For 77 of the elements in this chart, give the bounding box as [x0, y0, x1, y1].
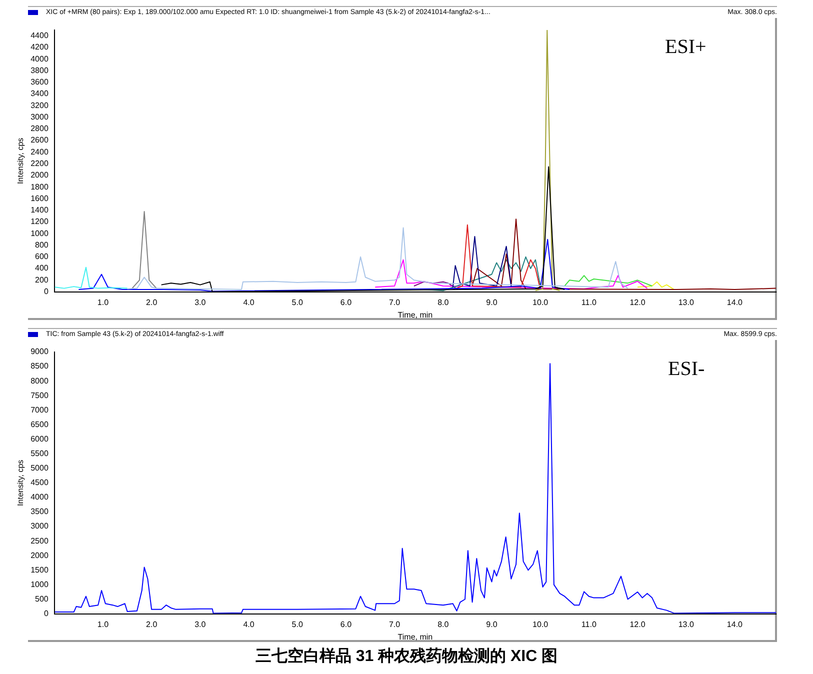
x-tick-label: 4.0 — [243, 298, 255, 307]
y-tick-label: 1500 — [30, 565, 49, 574]
y-tick-label: 2400 — [30, 147, 49, 156]
y-tick-label: 2600 — [30, 136, 49, 145]
annotation: ESI+ — [665, 36, 706, 59]
x-tick-label: 7.0 — [388, 298, 401, 307]
y-tick-label: 4400 — [30, 31, 49, 40]
y-tick-label: 1200 — [30, 217, 49, 226]
y-tick-label: 7500 — [30, 390, 49, 400]
x-tick-label: 12.0 — [630, 620, 646, 629]
y-tick-label: 3500 — [30, 507, 49, 516]
y-tick-label: 9000 — [30, 347, 49, 356]
y-tick-label: 0 — [44, 609, 49, 618]
y-tick-label: 3400 — [30, 89, 49, 98]
y-tick-label: 600 — [35, 252, 49, 262]
y-tick-label: 3600 — [30, 78, 49, 87]
y-tick-label: 4000 — [30, 492, 49, 502]
x-tick-label: 13.0 — [678, 298, 694, 307]
y-tick-label: 4500 — [30, 478, 49, 488]
x-tick-label: 8.0 — [438, 298, 450, 307]
y-tick-label: 2800 — [30, 124, 49, 134]
y-tick-label: 2500 — [30, 536, 49, 546]
y-tick-label: 2000 — [30, 170, 49, 180]
y-tick-label: 400 — [35, 264, 49, 273]
y-tick-label: 4200 — [30, 42, 49, 52]
x-tick-label: 13.0 — [678, 620, 694, 629]
y-tick-label: 6500 — [30, 420, 49, 429]
x-tick-label: 11.0 — [581, 620, 597, 629]
x-tick-label: 4.0 — [243, 620, 255, 629]
x-tick-label: 10.0 — [532, 620, 549, 629]
x-tick-label: 8.0 — [438, 620, 450, 629]
x-tick-label: 5.0 — [292, 620, 304, 629]
y-tick-label: 8000 — [30, 376, 49, 386]
x-tick-label: 11.0 — [581, 298, 597, 307]
x-tick-label: 1.0 — [97, 620, 110, 629]
text: 三七空白样品 31 种农残药物检测的 XIC 图 — [254, 646, 559, 667]
x-tick-label: 9.0 — [486, 298, 498, 307]
y-tick-label: 5500 — [30, 449, 49, 458]
x-tick-label: 2.0 — [146, 620, 158, 629]
y-tick-label: 3000 — [30, 522, 49, 531]
x-tick-label: 3.0 — [194, 620, 206, 629]
x-tick-label: 12.0 — [630, 298, 646, 307]
y-tick-label: 2200 — [30, 159, 49, 168]
y-tick-label: 1400 — [30, 206, 49, 215]
x-axis-title: Time, min — [398, 632, 433, 642]
annotation: ESI- — [668, 358, 705, 381]
x-axis-title: Time, min — [398, 310, 433, 320]
y-axis-title: Intensity, cps — [16, 138, 26, 184]
y-tick-label: 200 — [35, 275, 49, 284]
y-tick-label: 0 — [44, 287, 49, 296]
x-tick-label: 14.0 — [726, 620, 744, 629]
y-tick-label: 3200 — [30, 100, 49, 110]
y-tick-label: 2000 — [30, 550, 49, 560]
y-tick-label: 1000 — [30, 228, 49, 238]
x-tick-label: 14.0 — [726, 298, 744, 307]
y-tick-label: 5000 — [30, 464, 49, 473]
y-tick-label: 1800 — [30, 182, 49, 192]
y-tick-label: 3800 — [30, 66, 49, 75]
y-tick-label: 7000 — [30, 405, 49, 414]
y-tick-label: 3000 — [30, 112, 49, 122]
x-tick-label: 6.0 — [340, 620, 352, 629]
y-tick-label: 8500 — [30, 362, 49, 371]
y-tick-label: 800 — [35, 240, 49, 250]
y-axis-title: Intensity, cps — [16, 460, 26, 506]
x-tick-label: 5.0 — [292, 298, 304, 307]
y-tick-label: 6000 — [30, 434, 49, 444]
y-tick-label: 1000 — [30, 580, 49, 589]
y-tick-label: 1600 — [30, 194, 49, 203]
x-tick-label: 9.0 — [486, 620, 498, 629]
x-tick-label: 3.0 — [194, 298, 206, 307]
x-tick-label: 10.0 — [532, 298, 549, 307]
x-tick-label: 7.0 — [388, 620, 401, 629]
x-tick-label: 1.0 — [97, 298, 110, 307]
x-tick-label: 6.0 — [340, 298, 352, 307]
y-tick-label: 500 — [35, 594, 49, 604]
x-tick-label: 2.0 — [146, 298, 158, 307]
y-tick-label: 4000 — [30, 54, 49, 64]
